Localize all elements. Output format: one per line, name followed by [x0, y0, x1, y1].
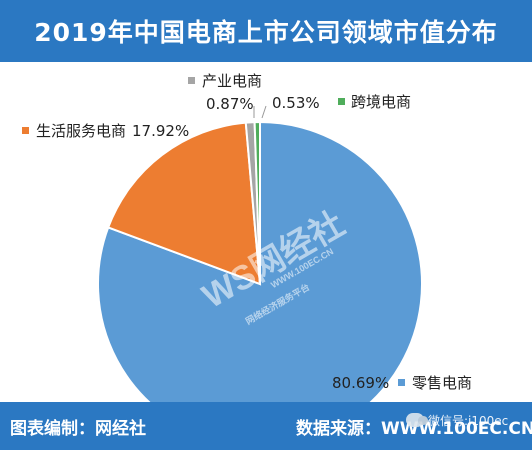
- label-name-cross-border: 跨境电商: [351, 93, 411, 111]
- label-value-services: 17.92%: [132, 122, 189, 140]
- label-value-industry: 0.87%: [206, 95, 254, 113]
- pie-slice-services: [106, 121, 262, 286]
- pie-chart: WS网经社 WWW.100EC.CN 网络经济服务平台 产业电商 0.87% 0…: [22, 72, 472, 402]
- wechat-icon: [406, 413, 428, 427]
- label-name-services: 生活服务电商: [36, 122, 126, 140]
- legend-swatch-retail: [398, 379, 405, 386]
- chart-footer: 图表编制：网经社 数据来源：WWW.100EC.CN: [0, 402, 532, 450]
- label-name-industry: 产业电商: [202, 72, 262, 90]
- legend-swatch-industry: [188, 77, 195, 84]
- chart-header: 2019年中国电商上市公司领域市值分布: [0, 0, 532, 62]
- footer-data-source: 数据来源：WWW.100EC.CN: [296, 419, 532, 439]
- leader-line-cross-border: [261, 105, 267, 119]
- label-value-retail: 80.69%: [332, 374, 389, 392]
- wechat-id: 微信号:i100ec: [428, 413, 509, 428]
- legend-swatch-cross-border: [338, 98, 345, 105]
- footer-source-editor: 图表编制：网经社: [10, 419, 146, 439]
- wechat-badge: 微信号:i100ec: [406, 408, 524, 432]
- label-value-cross-border: 0.53%: [272, 94, 320, 112]
- legend-swatch-services: [22, 127, 29, 134]
- pie-slice-cross-border: [253, 120, 261, 285]
- label-name-retail: 零售电商: [412, 374, 472, 392]
- chart-title: 2019年中国电商上市公司领域市值分布: [34, 18, 498, 47]
